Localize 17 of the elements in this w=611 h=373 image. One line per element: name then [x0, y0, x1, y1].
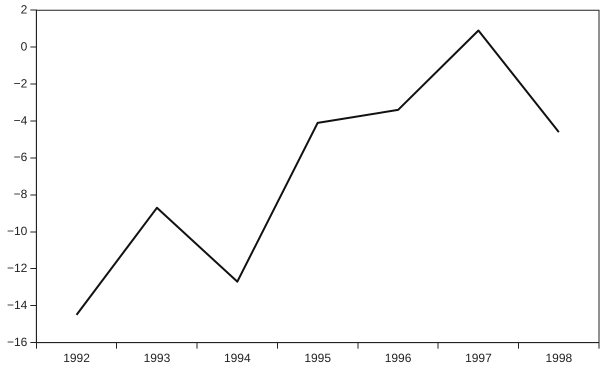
- x-tick-label: 1998: [545, 351, 572, 366]
- x-tick-label: 1995: [304, 351, 332, 366]
- y-tick-label: 0: [20, 39, 28, 54]
- x-tick-label: 1997: [465, 351, 492, 366]
- y-tick-label: −2: [14, 76, 28, 90]
- y-tick-label: −4: [14, 113, 28, 128]
- y-tick-label: −6: [14, 150, 28, 164]
- y-tick-label: 2: [20, 2, 28, 17]
- y-tick-label: −16: [6, 334, 28, 349]
- y-tick-label: −12: [6, 261, 28, 276]
- x-tick-label: 1994: [224, 351, 251, 366]
- y-tick-label: −14: [6, 298, 28, 312]
- x-tick-label: 1996: [384, 351, 412, 366]
- x-tick-label: 1992: [63, 351, 90, 366]
- y-tick-label: −10: [6, 224, 28, 238]
- x-tick-label: 1993: [144, 351, 171, 366]
- y-tick-label: −8: [14, 187, 28, 202]
